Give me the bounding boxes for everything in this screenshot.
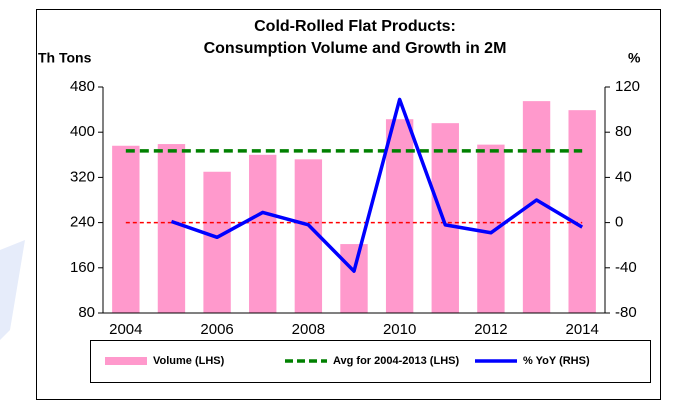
y2-tick-label: -40 [615, 259, 637, 276]
legend-label: Avg for 2004-2013 (LHS) [333, 355, 459, 367]
chart-border [36, 9, 661, 400]
x-tick-label: 2012 [474, 321, 507, 338]
bar [203, 171, 231, 313]
bar [385, 119, 414, 313]
legend-label: % YoY (RHS) [523, 355, 590, 367]
chart-subtitle: Consumption Volume and Growth in 2M [204, 40, 507, 57]
bar [431, 123, 459, 313]
y2-tick-label: -80 [615, 304, 637, 321]
decoration [0, 240, 25, 340]
bar [157, 144, 186, 313]
y2-tick-label: 40 [615, 168, 632, 185]
x-tick-label: 2008 [292, 321, 325, 338]
bar [249, 154, 277, 313]
y-axis-label: Th Tons [38, 50, 92, 66]
y-tick-label: 160 [70, 259, 95, 276]
x-tick-label: 2006 [200, 321, 233, 338]
bar [340, 244, 368, 313]
legend-box [90, 340, 651, 383]
legend-label: Volume (LHS) [153, 355, 225, 367]
y2-tick-label: 80 [615, 123, 632, 140]
y2-tick-label: 120 [615, 78, 640, 95]
y-tick-label: 320 [70, 168, 95, 185]
y-tick-label: 400 [70, 123, 95, 140]
legend-swatch [105, 357, 147, 365]
bar [477, 144, 505, 313]
y-tick-label: 240 [70, 214, 95, 231]
y2-tick-label: 0 [615, 214, 623, 231]
x-tick-label: 2004 [109, 321, 142, 338]
y-tick-label: 80 [78, 304, 95, 321]
y-tick-label: 480 [70, 78, 95, 95]
x-tick-label: 2010 [383, 321, 416, 338]
bar [568, 110, 596, 313]
y2-axis-label: % [628, 50, 641, 66]
x-tick-label: 2014 [565, 321, 598, 338]
chart-title: Cold-Rolled Flat Products: [254, 18, 456, 35]
line [170, 97, 584, 273]
bar [112, 145, 140, 313]
